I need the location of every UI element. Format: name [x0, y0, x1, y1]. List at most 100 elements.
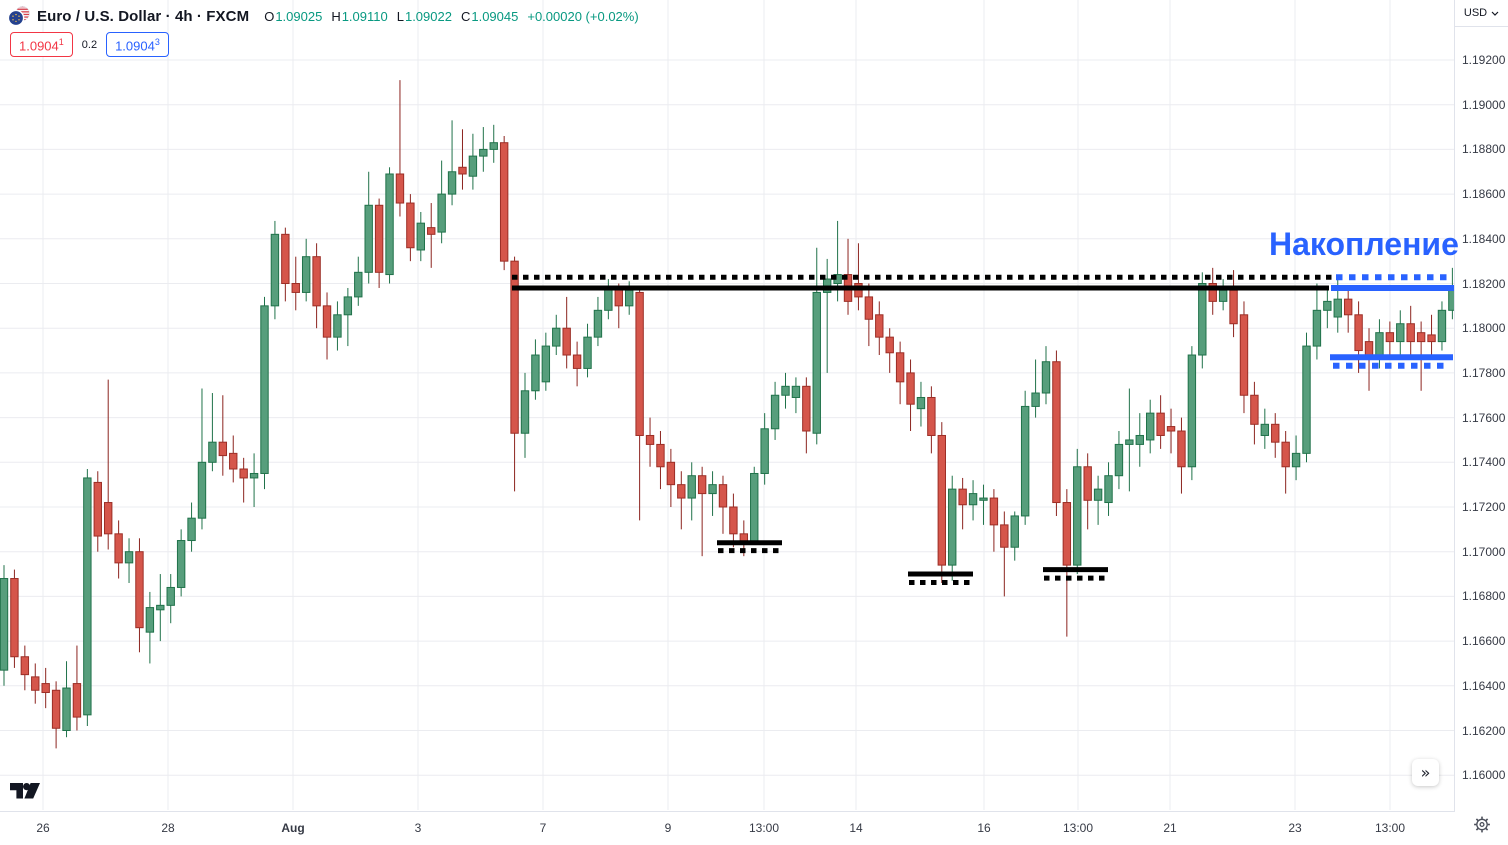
- candle-up: [156, 604, 165, 611]
- candle-up: [1020, 405, 1030, 517]
- candle-down: [93, 481, 102, 537]
- candle-down: [1239, 314, 1249, 396]
- candle-down: [1427, 334, 1436, 343]
- candle-down: [510, 260, 519, 434]
- accumulation-annotation-text[interactable]: Накопление: [1269, 226, 1459, 262]
- candle-up: [979, 497, 988, 501]
- price-tick-label: 1.17200: [1462, 500, 1506, 514]
- currency-selector[interactable]: USD: [1455, 0, 1508, 27]
- candle-up: [531, 354, 540, 392]
- candle-down: [218, 441, 228, 457]
- candle-up: [1396, 323, 1405, 343]
- time-tick-label: 13:00: [1062, 821, 1094, 835]
- time-tick-label: 14: [849, 821, 863, 835]
- candle-down: [937, 434, 946, 566]
- chevron-down-icon: [1491, 11, 1499, 16]
- candle-up: [812, 291, 821, 434]
- price-axis[interactable]: USD 1.19200 1.19000 1.18800 1.18600 1.18400 1…: [1454, 0, 1508, 845]
- candle-up: [1093, 488, 1103, 501]
- candle-down: [906, 372, 915, 405]
- time-tick-label: 7: [539, 821, 547, 835]
- candle-up: [0, 578, 9, 671]
- time-tick-label: 3: [414, 821, 422, 835]
- candle-up: [260, 305, 269, 474]
- candle-down: [1062, 502, 1072, 566]
- price-tick-label: 1.18400: [1462, 231, 1506, 246]
- gear-icon[interactable]: [1473, 816, 1490, 838]
- candle-down: [885, 336, 894, 354]
- candle-up: [1135, 434, 1144, 445]
- candle-up: [1073, 466, 1082, 566]
- candle-up: [1260, 423, 1270, 436]
- candle-down: [989, 497, 999, 526]
- price-tick-label: 1.18800: [1462, 142, 1506, 157]
- sell-button[interactable]: 1.09041: [10, 32, 73, 58]
- candle-up: [83, 477, 92, 716]
- candle-down: [135, 551, 144, 629]
- symbol-title[interactable]: Euro / U.S. Dollar · 4h · FXCM: [37, 7, 250, 25]
- collapse-panel-button[interactable]: »: [1412, 759, 1439, 786]
- candle-up: [1375, 332, 1384, 356]
- low-label: L: [396, 8, 404, 24]
- candle-down: [666, 461, 676, 486]
- candle-up: [750, 472, 759, 544]
- change-value: +0.00020 (+0.02%): [527, 8, 639, 24]
- candle-down: [406, 202, 415, 249]
- time-tick-label: Aug: [281, 821, 305, 835]
- candle-down: [1000, 524, 1009, 548]
- candle-down: [72, 683, 82, 718]
- candle-down: [458, 166, 467, 175]
- price-tick-label: 1.16000: [1462, 768, 1506, 783]
- candle-down: [1250, 394, 1259, 425]
- candle-up: [708, 484, 717, 495]
- candle-down: [562, 327, 571, 356]
- candle-down: [229, 452, 238, 470]
- candle-up: [437, 193, 446, 233]
- high-value: 1.09110: [341, 8, 388, 24]
- time-axis[interactable]: 26 28 Aug 3 7 9 13:00 14 16 13:00 21 23 13:00: [0, 811, 1455, 845]
- candle-down: [875, 314, 884, 338]
- candle-down: [427, 227, 436, 235]
- candle-up: [552, 327, 561, 347]
- candle-up: [541, 345, 551, 383]
- price-tick-label: 1.16600: [1462, 634, 1506, 649]
- time-tick-label: 21: [1163, 821, 1177, 835]
- close-label: C: [460, 8, 471, 24]
- candle-down: [1385, 332, 1395, 343]
- time-tick-label: 13:00: [1374, 821, 1406, 835]
- candle-down: [374, 204, 384, 273]
- candle-up: [1312, 309, 1322, 347]
- candle-up: [1323, 300, 1332, 311]
- candle-up: [479, 148, 488, 157]
- candle-up: [604, 287, 613, 311]
- candle-up: [1218, 289, 1228, 302]
- candle-down: [1364, 341, 1374, 356]
- candle-down: [1406, 323, 1415, 343]
- time-tick-label: 16: [977, 821, 991, 835]
- buy-button[interactable]: 1.09043: [106, 32, 169, 58]
- candle-down: [1343, 298, 1353, 316]
- candle-down: [104, 502, 113, 535]
- price-tick-label: 1.16800: [1462, 589, 1506, 604]
- candle-up: [364, 204, 373, 273]
- candle-down: [1416, 332, 1426, 343]
- candle-down: [614, 287, 623, 307]
- currency-pair-icon: [7, 6, 30, 27]
- candle-up: [333, 314, 342, 338]
- grid: [0, 0, 1455, 810]
- price-tick-label: 1.17800: [1462, 365, 1506, 380]
- open-value: 1.09025: [275, 8, 323, 24]
- candle-down: [395, 173, 405, 204]
- candle-down: [1166, 426, 1176, 432]
- price-tick-label: 1.16400: [1462, 678, 1506, 693]
- candle-up: [166, 586, 175, 606]
- price-tick-label: 1.17600: [1462, 410, 1506, 425]
- tradingview-logo[interactable]: [10, 783, 40, 805]
- candle-down: [51, 689, 61, 729]
- candle-up: [489, 142, 498, 150]
- candle-up: [416, 222, 426, 251]
- candle-up: [968, 493, 978, 506]
- candle-down: [20, 656, 30, 676]
- candle-up: [343, 296, 353, 316]
